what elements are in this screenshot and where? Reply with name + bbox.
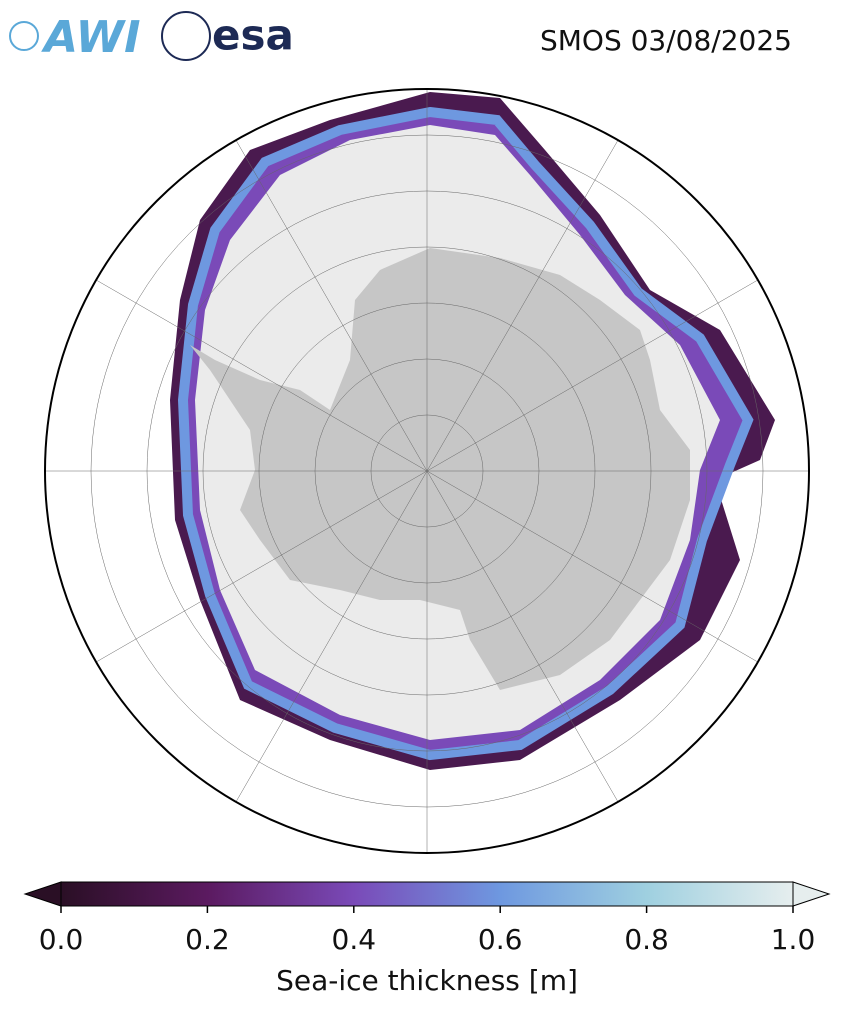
meridian xyxy=(426,270,774,472)
meridian xyxy=(426,470,774,672)
colorbar xyxy=(23,881,831,913)
colorbar-bar xyxy=(60,881,794,907)
meridian xyxy=(80,470,428,672)
graticule xyxy=(45,89,809,853)
colorbar-tick-label: 0.2 xyxy=(185,923,230,956)
colorbar-tick-label: 0.6 xyxy=(478,923,523,956)
logo-awi: AWI xyxy=(9,12,141,63)
colorbar-tick-label: 0.0 xyxy=(39,923,84,956)
logo-awi-text: AWI xyxy=(41,12,141,63)
logo-esa: esa xyxy=(161,11,294,61)
meridian xyxy=(226,470,428,818)
colorbar-label: Sea-ice thickness [m] xyxy=(276,964,578,997)
colorbar-tick-label: 1.0 xyxy=(771,923,816,956)
meridian xyxy=(426,124,628,472)
map xyxy=(45,89,809,853)
meridian xyxy=(80,270,428,472)
meridian xyxy=(426,470,628,818)
logo-esa-text: esa xyxy=(212,11,294,60)
map-title: SMOS 03/08/2025 xyxy=(540,24,792,57)
antarctica xyxy=(190,248,690,690)
colorbar-tick-label: 0.4 xyxy=(332,923,377,956)
colorbar-extend-high xyxy=(792,881,831,907)
map-frame xyxy=(44,88,810,854)
colorbar-extend-low xyxy=(23,881,62,907)
colorbar-tick-label: 0.8 xyxy=(624,923,669,956)
meridian xyxy=(226,124,428,472)
